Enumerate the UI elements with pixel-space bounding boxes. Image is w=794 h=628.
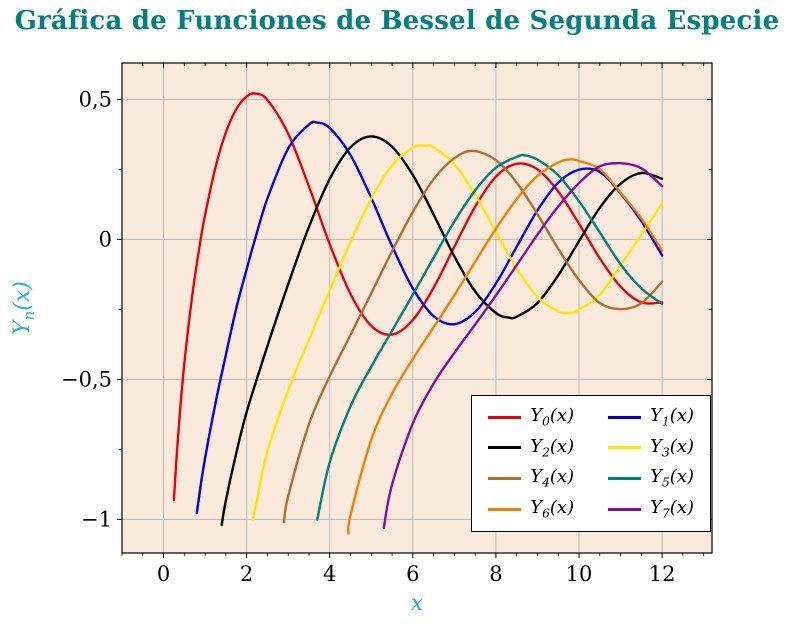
legend-entry-Y6: Y6(x) — [488, 499, 574, 520]
legend-line-sample-Y5 — [608, 477, 642, 481]
legend-entry-Y2: Y2(x) — [488, 435, 575, 460]
legend-label-Y4: Y4(x) — [530, 466, 575, 490]
x-tick-label: 2 — [240, 562, 253, 586]
legend-entry-Y1: Y1(x) — [608, 404, 694, 429]
legend-line-sample-Y0 — [488, 415, 522, 419]
plot-frame — [121, 62, 713, 554]
x-axis-label: x — [410, 591, 424, 616]
legend-label-Y5: Y5(x) — [650, 466, 694, 490]
legend-label-Y3: Y3(x) — [650, 435, 694, 460]
curve-Y5 — [316, 153, 664, 521]
x-tick-label: 6 — [406, 562, 419, 586]
legend-label-Y6: Y6(x) — [530, 497, 575, 521]
x-tick-label: 4 — [323, 562, 336, 586]
legend-line-sample-Y2 — [488, 446, 522, 450]
legend-entry-Y4: Y4(x) — [488, 468, 574, 489]
curve-Y2 — [220, 135, 664, 527]
x-tick-label: 0 — [157, 562, 170, 586]
curve-Y6 — [346, 158, 664, 535]
curve-Y0 — [172, 92, 664, 501]
legend-label-Y2: Y2(x) — [530, 435, 575, 460]
legend-entry-Y5: Y5(x) — [608, 468, 694, 489]
legend-entry-Y3: Y3(x) — [608, 435, 694, 460]
legend-label-Y7: Y7(x) — [650, 497, 694, 521]
y-tick-label: 0 — [99, 227, 112, 251]
legend: Y0(x) Y1(x) Y2(x) Y3(x) Y4(x) Y5(x) Y6(x) Y7(x) — [471, 394, 711, 532]
legend-entry-Y7: Y7(x) — [608, 499, 694, 520]
x-tick-label: 10 — [566, 562, 593, 586]
curve-Y3 — [251, 144, 664, 521]
y-tick-label: −0,5 — [61, 367, 112, 391]
legend-label-Y1: Y1(x) — [650, 404, 694, 429]
legend-line-sample-Y3 — [608, 446, 642, 450]
curve-Y4 — [282, 149, 664, 524]
y-tick-label: −1 — [81, 507, 112, 531]
chart-title: Gráfica de Funciones de Bessel de Segund… — [14, 6, 780, 36]
legend-line-sample-Y7 — [608, 508, 642, 512]
curve-Y7 — [382, 161, 664, 529]
legend-line-sample-Y1 — [608, 415, 642, 419]
legend-line-sample-Y6 — [488, 508, 522, 512]
y-tick-label: 0,5 — [79, 87, 112, 111]
legend-label-Y0: Y0(x) — [530, 404, 575, 429]
x-tick-label: 12 — [649, 562, 676, 586]
y-axis-label: Yn(x) — [9, 281, 39, 335]
legend-entry-Y0: Y0(x) — [488, 404, 575, 429]
x-tick-label: 8 — [489, 562, 502, 586]
legend-line-sample-Y4 — [488, 477, 522, 481]
